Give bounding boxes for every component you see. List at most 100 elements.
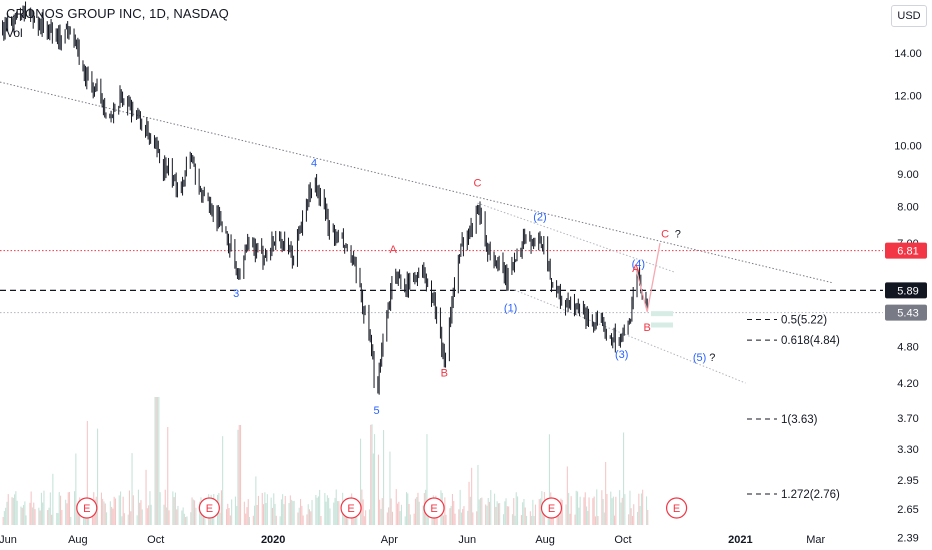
volume-bar	[639, 506, 641, 525]
volume-bar	[25, 515, 27, 525]
price-bars	[2, 1, 648, 395]
volume-bar	[97, 428, 99, 525]
volume-bar	[485, 504, 487, 525]
volume-bar	[522, 502, 524, 525]
volume-bar	[264, 492, 266, 525]
volume-bar	[624, 494, 626, 525]
volume-bar	[301, 505, 303, 525]
volume-bar	[490, 490, 492, 525]
currency-button[interactable]: USD	[891, 5, 927, 27]
volume-bar	[252, 515, 254, 525]
volume-bar	[467, 510, 469, 525]
volume-bar	[548, 434, 550, 525]
volume-bar	[270, 497, 272, 525]
volume-bar	[167, 427, 169, 525]
volume-bar	[192, 499, 194, 525]
volume-bar	[21, 507, 23, 525]
volume-bar	[335, 489, 337, 525]
volume-bar	[263, 504, 265, 525]
volume-bar	[293, 500, 295, 525]
volume-bar	[298, 507, 300, 525]
fib-label: 0.5(5.22)	[781, 314, 827, 326]
volume-bar	[642, 489, 644, 525]
volume-bar	[122, 496, 124, 525]
volume-bar	[619, 490, 621, 525]
volume-bar	[302, 515, 304, 525]
volume-bar	[380, 508, 382, 525]
volume-bar	[388, 507, 390, 525]
volume-bar	[494, 493, 496, 525]
volume-bar	[52, 473, 54, 525]
volume-bar	[43, 490, 45, 525]
time-tick-label: Jun	[458, 534, 476, 546]
time-tick-label: Apr	[381, 534, 398, 546]
volume-bar	[559, 515, 561, 525]
earnings-marker-label: E	[548, 503, 555, 515]
earnings-marker-label: E	[430, 503, 437, 515]
volume-bar	[577, 491, 579, 525]
volume-bar	[245, 513, 247, 525]
volume-bar	[38, 507, 40, 525]
earnings-marker	[198, 497, 220, 519]
volume-bar	[586, 506, 588, 525]
volume-bar	[150, 504, 152, 525]
volume-bar	[317, 496, 319, 525]
volume-bar	[86, 421, 88, 525]
volume-bar	[195, 507, 197, 525]
volume-bar	[141, 509, 143, 525]
volume-bar	[283, 504, 285, 525]
volume-bar	[480, 498, 482, 525]
volume-bar	[39, 510, 41, 525]
volume-bar	[247, 499, 249, 525]
volume-bar	[471, 467, 473, 525]
volume-bar	[533, 516, 535, 525]
volume-bar	[34, 509, 36, 525]
volume-bar	[406, 492, 408, 525]
volume-bar	[628, 514, 630, 525]
volume-bar	[346, 510, 348, 525]
volume-bar	[104, 503, 106, 525]
earnings-marker	[540, 497, 563, 519]
volume-bar	[6, 501, 8, 525]
earnings-marker-label: E	[347, 503, 354, 515]
volume-bar	[515, 492, 517, 525]
volume-bar	[191, 497, 193, 525]
volume-bar	[383, 430, 385, 525]
wave-label: A	[632, 263, 640, 275]
volume-bar	[280, 499, 282, 525]
volume-bar	[226, 509, 228, 525]
price-tick-label: 2.39	[897, 532, 918, 544]
volume-bar	[603, 512, 605, 525]
volume-bar	[638, 493, 640, 525]
volume-bar	[495, 506, 497, 525]
volume-bar	[398, 501, 400, 525]
volume-bar	[414, 498, 416, 525]
earnings-marker-label: E	[83, 503, 90, 515]
volume-bar	[158, 397, 160, 525]
volume-bar	[127, 514, 129, 525]
price-axis[interactable]: 14.0012.0010.009.008.007.004.804.203.703…	[883, 0, 932, 550]
volume-bar	[33, 502, 35, 525]
volume-bar	[222, 436, 224, 525]
volume-bar	[454, 513, 456, 525]
time-tick-label: Oct	[147, 534, 164, 546]
volume-bar	[118, 495, 120, 525]
wave-label: ?	[675, 228, 681, 240]
volume-bar	[24, 501, 26, 525]
price-badge	[885, 242, 927, 259]
wave-label: (4)	[632, 259, 645, 271]
volume-bar	[343, 508, 345, 525]
price-tick-label: 2.65	[897, 504, 918, 516]
volume-bar	[365, 510, 367, 525]
price-tick-label: 2.95	[897, 475, 918, 487]
volume-bar	[177, 505, 179, 525]
volume-bar	[123, 513, 125, 525]
volume-bar	[5, 507, 7, 525]
volume-bar	[111, 506, 113, 525]
price-tick-label: 4.20	[897, 378, 918, 390]
volume-bar	[255, 476, 257, 525]
volume-bar	[400, 504, 402, 525]
time-axis[interactable]: Jun Aug Oct 2020 Apr Jun Aug Oct 2021 Mar	[0, 530, 883, 550]
